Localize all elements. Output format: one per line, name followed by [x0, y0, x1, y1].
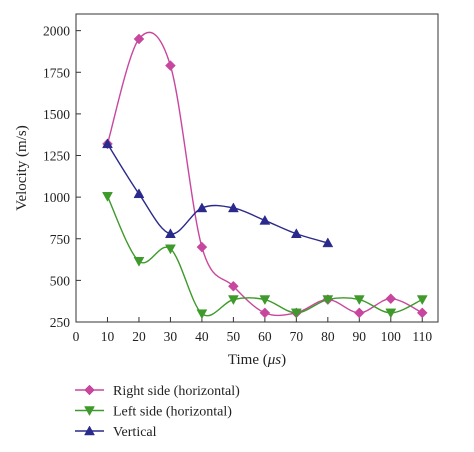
- y-axis-title: Velocity (m/s): [14, 125, 30, 210]
- x-tick-label: 0: [73, 329, 80, 344]
- y-tick-label: 250: [50, 315, 71, 330]
- series-2: [102, 192, 428, 320]
- data-point: [259, 214, 271, 225]
- data-point: [322, 237, 334, 248]
- y-axis: 250 500 750 1000 1250 1500 1750 2000: [43, 24, 81, 330]
- data-point: [322, 295, 334, 306]
- data-point: [290, 308, 302, 319]
- x-tick-label: 100: [381, 329, 402, 344]
- legend-item: Right side (horizontal): [75, 384, 240, 399]
- data-point: [416, 307, 428, 319]
- x-tick-label: 70: [290, 329, 304, 344]
- x-axis-title: Time (μs): [228, 352, 286, 368]
- data-point: [196, 202, 208, 213]
- y-tick-label: 500: [50, 273, 71, 288]
- legend-label: Vertical: [113, 425, 157, 440]
- plot-frame: [75, 13, 439, 323]
- legend-item: Vertical: [75, 425, 157, 440]
- x-axis: 0 10 20 30 40 50 60 70 80 90 100 110: [73, 317, 432, 344]
- x-axis-title-part: ): [281, 352, 286, 368]
- data-point: [102, 192, 113, 202]
- data-point: [196, 309, 208, 320]
- data-point: [385, 293, 397, 305]
- data-point: [290, 228, 302, 239]
- data-point: [227, 202, 239, 213]
- data-point: [102, 138, 113, 149]
- x-axis-title-part: μs: [267, 352, 282, 368]
- plot-area: 0 10 20 30 40 50 60 70 80 90 100 110 250 500 750 1000 1…: [43, 13, 439, 344]
- y-tick-label: 1500: [43, 107, 70, 122]
- legend: Right side (horizontal) Left side (horizo…: [75, 384, 240, 440]
- y-tick-label: 1250: [43, 149, 70, 164]
- data-point: [133, 188, 145, 199]
- x-tick-label: 60: [258, 329, 272, 344]
- y-tick-label: 1750: [43, 65, 70, 80]
- legend-marker: [84, 425, 95, 436]
- data-point: [165, 244, 176, 255]
- x-tick-label: 90: [353, 329, 367, 344]
- legend-item: Left side (horizontal): [75, 405, 232, 420]
- x-tick-label: 80: [321, 329, 335, 344]
- data-point: [165, 228, 176, 239]
- data-point: [133, 256, 145, 267]
- x-tick-label: 50: [227, 329, 241, 344]
- x-tick-label: 10: [101, 329, 115, 344]
- data-point: [353, 295, 365, 306]
- legend-marker: [84, 406, 95, 417]
- series-1: [102, 31, 428, 319]
- x-axis-title-part: Time (: [228, 352, 268, 368]
- data-point: [196, 241, 208, 253]
- legend-marker: [84, 384, 95, 396]
- data-point: [228, 280, 239, 292]
- y-tick-label: 2000: [43, 24, 70, 39]
- data-point: [133, 33, 145, 45]
- data-point: [259, 307, 271, 319]
- series-line: [106, 31, 423, 317]
- data-point: [353, 307, 365, 319]
- data-point: [259, 295, 271, 306]
- legend-label: Left side (horizontal): [113, 405, 232, 420]
- y-tick-label: 750: [50, 232, 71, 247]
- x-tick-label: 30: [164, 329, 178, 344]
- data-point: [416, 295, 428, 306]
- data-point: [227, 295, 239, 306]
- x-tick-label: 110: [412, 329, 432, 344]
- legend-label: Right side (horizontal): [113, 384, 240, 399]
- x-tick-label: 40: [195, 329, 209, 344]
- data-point: [385, 308, 397, 319]
- series-3: [102, 138, 334, 248]
- x-tick-label: 20: [132, 329, 146, 344]
- y-tick-label: 1000: [43, 190, 70, 205]
- data-point: [165, 60, 176, 71]
- series-layer: [102, 31, 428, 320]
